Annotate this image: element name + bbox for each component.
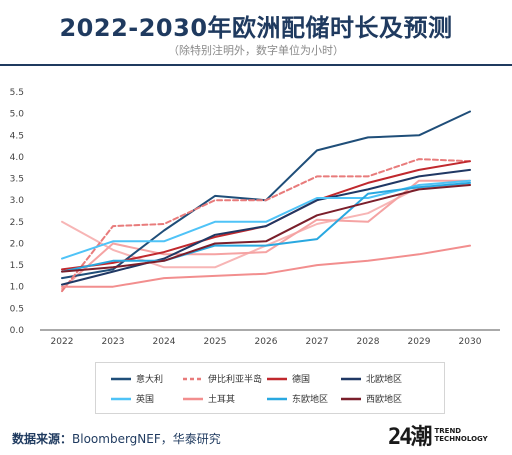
series-line-extra-9 [61,179,471,290]
legend-label: 伊比利亚半岛 [208,375,263,385]
page-subtitle: （除特别注明外，数字单位为小时） [168,44,344,57]
legend-swatch [183,397,203,400]
legend-label: 英国 [136,395,155,405]
legend-label: 土耳其 [208,395,236,405]
legend-item: 意大利 [110,372,163,385]
legend-item: 西欧地区 [340,392,402,405]
source-label: 数据来源： [12,432,73,446]
y-tick-label: 2.5 [10,218,24,228]
y-tick-label: 3.5 [10,175,24,185]
legend-swatch [341,397,361,400]
legend-label: 西欧地区 [366,395,403,405]
y-tick-label: 0.5 [10,304,24,314]
title-divider [0,64,512,66]
x-tick-label: 2025 [204,337,227,347]
logo-mark: 24潮 [388,425,432,450]
page-title: 2022-2030年欧洲配储时长及预测 [59,14,453,42]
x-tick-label: 2026 [255,337,278,347]
legend-item: 德国 [266,372,310,385]
x-tick-label: 2030 [459,337,482,347]
legend-label: 北欧地区 [366,375,403,385]
chart-legend: 意大利 伊比利亚半岛 德国 北欧地区英国 土耳其 东欧地区 西欧地区 [95,362,445,414]
y-tick-label: 1.5 [10,261,24,271]
series-line-东欧地区 [61,181,471,273]
x-tick-label: 2024 [153,337,176,347]
x-tick-label: 2022 [51,337,74,347]
source-note: 数据来源：BloombergNEF，华泰研究 [12,430,221,447]
legend-item: 伊比利亚半岛 [182,372,262,385]
brand-logo: 24潮 TREND TECHNOLOGY [388,422,488,450]
series-line-北欧地区 [61,168,471,286]
y-tick-label: 4.5 [10,131,24,141]
y-tick-label: 4.0 [10,153,25,163]
x-tick-label: 2027 [306,337,329,347]
legend-swatch [341,377,361,380]
series-line-西欧地区 [61,184,471,273]
y-tick-label: 5.0 [10,110,25,120]
y-tick-label: 2.0 [10,239,25,249]
series-line-伊比利亚半岛 [61,158,471,293]
legend-swatch [267,377,287,380]
legend-swatch [267,397,287,400]
legend-label: 意大利 [136,375,164,385]
x-tick-label: 2028 [357,337,380,347]
logo-text: TREND TECHNOLOGY [435,427,488,443]
legend-swatch [183,377,203,380]
legend-item: 英国 [110,392,154,405]
x-tick-label: 2023 [102,337,125,347]
legend-item: 北欧地区 [340,372,402,385]
y-tick-label: 0.0 [10,326,25,336]
legend-swatch [111,377,131,380]
y-tick-label: 3.0 [10,196,25,206]
legend-item: 土耳其 [182,392,235,405]
source-text: BloombergNEF，华泰研究 [72,432,221,446]
line-chart: 0.0 0.5 1.0 1.5 2.0 2.5 3.0 3.5 4.0 4.5 5.0 5.5 2022… [10,88,500,347]
series-line-土耳其 [61,244,471,288]
legend-label: 德国 [292,375,311,385]
legend-swatch [111,397,131,400]
y-tick-label: 5.5 [10,88,24,98]
legend-item: 东欧地区 [266,392,328,405]
y-tick-label: 1.0 [10,283,25,293]
x-tick-label: 2029 [408,337,431,347]
legend-label: 东欧地区 [292,395,329,405]
logo-line2: TECHNOLOGY [434,435,488,443]
logo-line1: TREND [434,427,462,435]
